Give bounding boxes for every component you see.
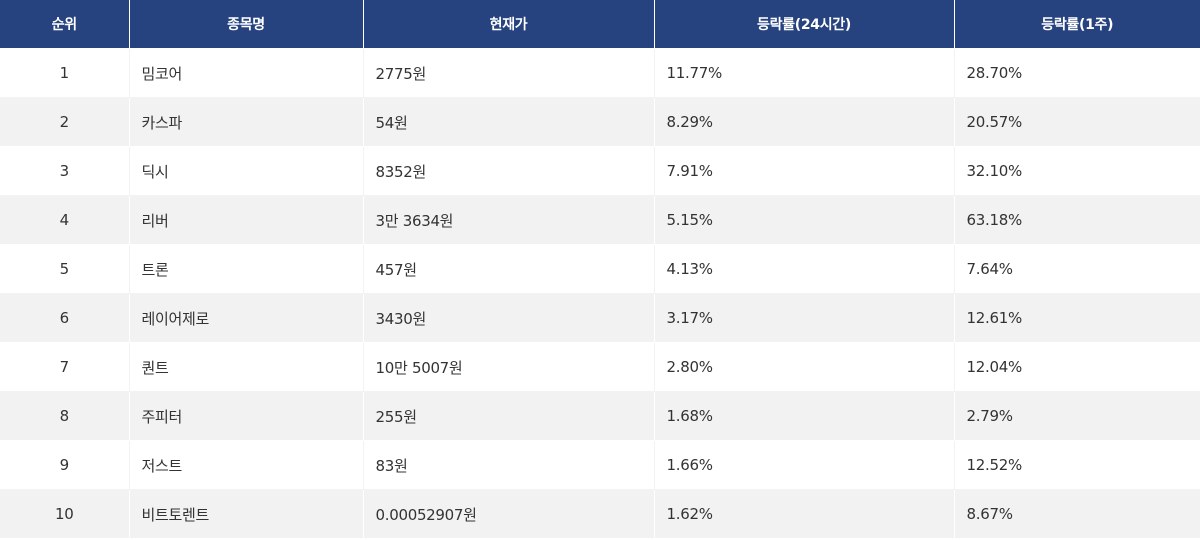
cell-price: 0.00052907원 [363,489,655,539]
cell-rank: 10 [0,489,130,539]
cell-change-24h: 8.29% [654,97,955,147]
cell-price: 457원 [363,244,655,294]
table-row: 10 비트토렌트 0.00052907원 1.62% 8.67% [0,489,1200,539]
cell-price: 3만 3634원 [363,195,655,245]
cell-rank: 2 [0,97,130,147]
cell-change-1w: 8.67% [954,489,1200,539]
cell-change-24h: 3.17% [654,293,955,343]
cell-rank: 9 [0,440,130,490]
table-row: 9 저스트 83원 1.66% 12.52% [0,440,1200,490]
cell-rank: 1 [0,48,130,98]
cell-name: 카스파 [129,97,364,147]
cell-price: 2775원 [363,48,655,98]
cell-price: 83원 [363,440,655,490]
table-row: 6 레이어제로 3430원 3.17% 12.61% [0,293,1200,343]
header-change-1w: 등락률(1주) [954,0,1200,49]
table-row: 5 트론 457원 4.13% 7.64% [0,244,1200,294]
cell-change-1w: 2.79% [954,391,1200,441]
cell-name: 리버 [129,195,364,245]
table-row: 8 주피터 255원 1.68% 2.79% [0,391,1200,441]
header-price: 현재가 [363,0,655,49]
cell-name: 비트토렌트 [129,489,364,539]
cell-rank: 8 [0,391,130,441]
cell-name: 퀀트 [129,342,364,392]
table-row: 4 리버 3만 3634원 5.15% 63.18% [0,195,1200,245]
cell-change-24h: 1.66% [654,440,955,490]
cell-name: 레이어제로 [129,293,364,343]
cell-change-24h: 1.68% [654,391,955,441]
cell-rank: 6 [0,293,130,343]
cell-change-1w: 12.04% [954,342,1200,392]
table-row: 7 퀀트 10만 5007원 2.80% 12.04% [0,342,1200,392]
table-row: 2 카스파 54원 8.29% 20.57% [0,97,1200,147]
cell-price: 8352원 [363,146,655,196]
cell-price: 255원 [363,391,655,441]
cell-change-24h: 7.91% [654,146,955,196]
cell-change-24h: 5.15% [654,195,955,245]
cell-change-24h: 4.13% [654,244,955,294]
cell-change-1w: 12.61% [954,293,1200,343]
cell-price: 54원 [363,97,655,147]
cell-price: 10만 5007원 [363,342,655,392]
cell-name: 트론 [129,244,364,294]
header-change-24h: 등락률(24시간) [654,0,955,49]
cell-price: 3430원 [363,293,655,343]
cell-name: 저스트 [129,440,364,490]
cell-change-24h: 2.80% [654,342,955,392]
cell-rank: 5 [0,244,130,294]
cell-name: 밈코어 [129,48,364,98]
cell-name: 딕시 [129,146,364,196]
table-header: 순위 종목명 현재가 등락률(24시간) 등락률(1주) [0,0,1200,49]
header-rank: 순위 [0,0,130,49]
cell-change-1w: 7.64% [954,244,1200,294]
cell-rank: 4 [0,195,130,245]
cell-change-1w: 20.57% [954,97,1200,147]
header-row: 순위 종목명 현재가 등락률(24시간) 등락률(1주) [0,0,1200,49]
cell-change-1w: 32.10% [954,146,1200,196]
cell-change-1w: 12.52% [954,440,1200,490]
table-row: 1 밈코어 2775원 11.77% 28.70% [0,48,1200,98]
cell-change-1w: 63.18% [954,195,1200,245]
cell-change-24h: 11.77% [654,48,955,98]
cell-change-24h: 1.62% [654,489,955,539]
table-row: 3 딕시 8352원 7.91% 32.10% [0,146,1200,196]
cell-change-1w: 28.70% [954,48,1200,98]
cell-name: 주피터 [129,391,364,441]
cell-rank: 3 [0,146,130,196]
cell-rank: 7 [0,342,130,392]
table-body: 1 밈코어 2775원 11.77% 28.70% 2 카스파 54원 8.29… [0,48,1200,539]
header-name: 종목명 [129,0,364,49]
